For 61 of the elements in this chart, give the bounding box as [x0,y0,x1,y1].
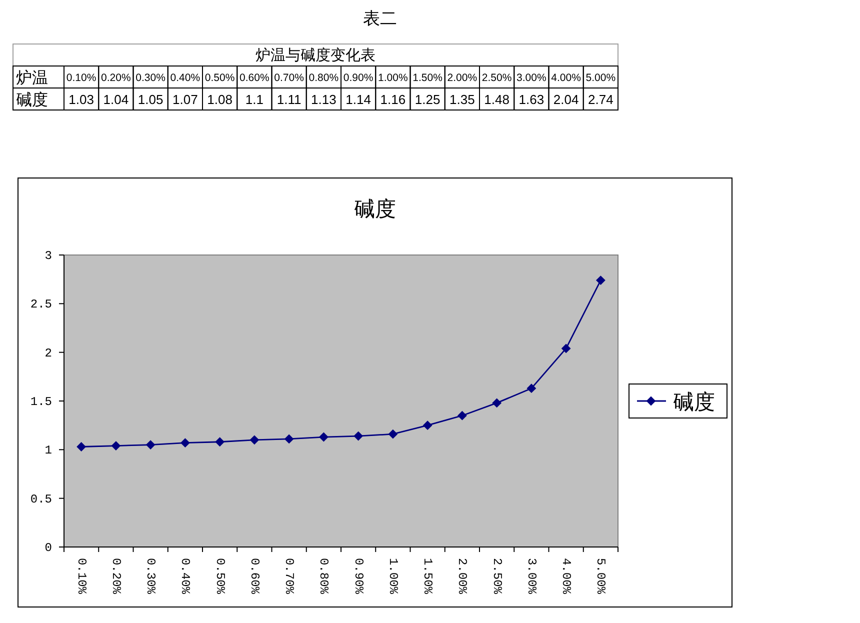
category-label: 0.40% [170,72,200,84]
category-label: 2.00% [447,72,478,84]
legend-label: 碱度 [673,391,715,414]
annotation: 表二 [363,9,397,28]
category-label: 0.90% [343,72,374,84]
value-label: 1.11 [276,92,302,107]
xtick: 0.80% [316,558,331,594]
ytick: 3 [44,249,52,263]
ytick: 2 [44,346,52,360]
xtick: 2.00% [455,558,470,594]
xtick: 3.00% [524,558,538,594]
xtick: 5.00% [594,558,608,594]
category-label: 5.00% [586,72,616,84]
category-label: 3.00% [516,72,546,84]
annotation: 炉温 [16,70,48,87]
title: 碱度 [354,198,396,221]
ytick: 0.5 [30,492,52,506]
ytick: 2.5 [30,298,52,312]
xtick: 0.10% [74,558,88,594]
xtick: 2.50% [490,558,504,594]
xtick: 0.90% [351,558,366,594]
xtick: 1.50% [420,558,435,594]
value-label: 1.13 [311,92,336,107]
ytick: 1 [44,444,52,458]
category-label: 0.30% [136,72,166,84]
xtick: 1.00% [386,558,400,594]
ytick: 0 [44,541,52,555]
value-label: 1.05 [138,92,164,107]
category-label: 2.50% [482,72,512,84]
value-label: 1.03 [68,92,94,107]
value-label: 1.04 [103,92,129,107]
series-name: 碱度 [16,92,48,109]
xtick: 0.30% [144,558,158,594]
xtick: 0.40% [178,558,192,594]
value-label: 2.74 [588,92,614,107]
value-label: 1.1 [245,92,264,107]
category-label: 1.00% [378,72,408,84]
xtick: 4.00% [559,558,574,594]
ytick: 1.5 [30,395,52,409]
xtick: 0.50% [212,558,227,594]
value-label: 1.35 [450,92,475,107]
value-label: 2.04 [553,92,579,107]
value-label: 1.14 [346,92,371,107]
xtick: 0.20% [108,558,123,594]
category-label: 0.20% [101,72,131,84]
category-label: 0.10% [66,72,96,84]
value-label: 1.25 [414,92,440,107]
category-label: 0.60% [240,72,270,84]
value-label: 1.48 [484,92,510,107]
category-label: 0.70% [274,72,304,84]
category-label: 4.00% [551,72,581,84]
value-label: 1.63 [518,92,544,107]
xtick: 0.60% [247,558,262,594]
category-label: 1.50% [412,72,442,84]
category-label: 0.80% [308,72,339,84]
value-label: 1.16 [380,92,406,107]
xtick: 0.70% [282,558,296,594]
value-label: 1.08 [207,92,232,107]
annotation: 炉温与碱度变化表 [256,47,376,64]
category-label: 0.50% [204,72,235,84]
value-label: 1.07 [172,92,198,107]
